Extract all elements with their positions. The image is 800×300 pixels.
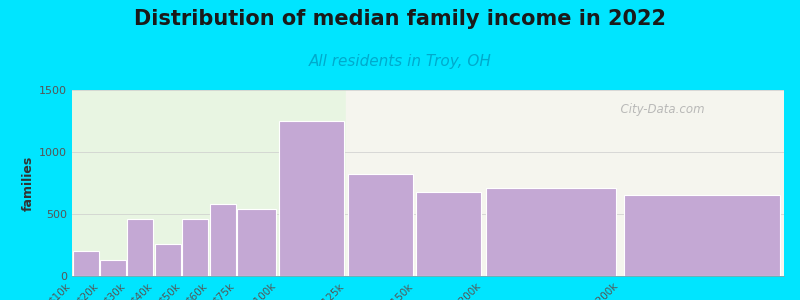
Bar — [182, 219, 208, 276]
Bar — [279, 121, 344, 276]
Text: All residents in Troy, OH: All residents in Troy, OH — [309, 54, 491, 69]
Bar — [347, 174, 413, 276]
Y-axis label: families: families — [22, 155, 35, 211]
Bar — [72, 90, 346, 276]
Bar — [127, 219, 154, 276]
Bar — [416, 192, 481, 276]
Bar — [238, 209, 276, 276]
Bar — [100, 260, 126, 276]
Bar — [155, 244, 181, 276]
Bar — [346, 90, 784, 276]
Bar — [624, 195, 780, 276]
Bar — [73, 251, 98, 276]
Text: Distribution of median family income in 2022: Distribution of median family income in … — [134, 9, 666, 29]
Bar — [486, 188, 616, 276]
Bar — [210, 204, 236, 276]
Text: City-Data.com: City-Data.com — [613, 103, 705, 116]
